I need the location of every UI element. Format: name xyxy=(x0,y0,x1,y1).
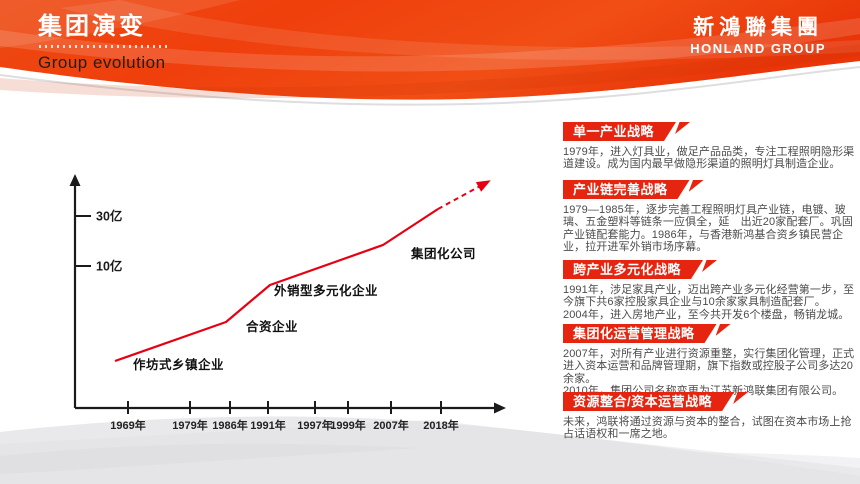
x-axis-arrow-icon xyxy=(494,402,506,414)
trend-line xyxy=(114,208,439,363)
banner-tip-shape xyxy=(688,180,704,192)
strategy-block: 产业链完善战略 1979—1985年，逐步完善工程照明灯具产业链，电镀、玻璃、五… xyxy=(563,180,855,253)
x-tick-label: 1991年 xyxy=(250,418,285,432)
x-tick-label: 1999年 xyxy=(330,418,365,432)
x-tick-label: 1979年 xyxy=(172,418,207,432)
banner-tip-shape xyxy=(715,324,731,336)
strategy-title: 产业链完善战略 xyxy=(563,180,690,199)
strategy-body: 1979年，进入灯具业，做足产品品类，专注工程照明隐形渠道建设。成为国内最早做隐… xyxy=(563,146,855,171)
y-tick-label: 10亿 xyxy=(96,259,122,274)
header-wave-graphic xyxy=(0,0,860,106)
strategy-title: 单一产业战略 xyxy=(563,122,676,141)
x-tick-label: 1969年 xyxy=(110,418,145,432)
stage-label: 合资企业 xyxy=(246,319,298,334)
strategy-body: 未来，鸿联将通过资源与资本的整合，试图在资本市场上抢占话语权和一席之地。 xyxy=(563,416,852,441)
banner-tip-shape xyxy=(733,392,749,404)
logo-english-text: HONLAND GROUP xyxy=(690,41,826,56)
stage-label: 外销型多元化企业 xyxy=(273,283,378,298)
page-title: 集团演变 xyxy=(38,13,146,40)
header-banner: 集团演变 Group evolution 新鴻聯集團 HONLAND GROUP xyxy=(0,0,860,106)
banner-tip-shape xyxy=(702,260,718,272)
y-tick-label: 30亿 xyxy=(96,209,122,224)
y-axis-arrow-icon xyxy=(69,174,81,186)
bottom-wave-decoration xyxy=(0,416,860,484)
banner-tip-shape xyxy=(675,122,691,134)
company-logo: 新鴻聯集團 HONLAND GROUP xyxy=(690,15,826,57)
strategy-body: 1979—1985年，逐步完善工程照明灯具产业链，电镀、玻璃、五金塑料等链条一应… xyxy=(563,204,853,253)
x-tick-label: 1997年 xyxy=(297,418,332,432)
strategy-title: 资源整合/资本运营战略 xyxy=(563,392,734,411)
strategy-banner: 产业链完善战略 xyxy=(563,180,704,199)
strategy-banner: 集团化运营管理战略 xyxy=(563,324,731,343)
strategy-title: 集团化运营管理战略 xyxy=(563,324,717,343)
x-tick-label: 2018年 xyxy=(423,418,458,432)
page-subtitle: Group evolution xyxy=(38,53,166,72)
logo-chinese-text: 新鴻聯集團 xyxy=(693,16,824,39)
x-tick-label: 1986年 xyxy=(212,418,247,432)
strategy-block: 跨产业多元化战略 1991年，涉足家具产业，迈出跨产业多元化经营第一步，至今旗下… xyxy=(563,260,855,321)
strategy-block: 资源整合/资本运营战略 未来，鸿联将通过资源与资本的整合，试图在资本市场上抢占话… xyxy=(563,392,855,441)
strategy-body: 1991年，涉足家具产业，迈出跨产业多元化经营第一步，至今旗下共6家控股家具企业… xyxy=(563,284,855,321)
strategy-block: 单一产业战略 1979年，进入灯具业，做足产品品类，专注工程照明隐形渠道建设。成… xyxy=(563,122,855,171)
trend-line-dashed xyxy=(437,184,483,210)
strategy-block: 集团化运营管理战略 2007年，对所有产业进行资源重整，实行集团化管理，正式进入… xyxy=(563,324,855,397)
trend-arrow-icon xyxy=(475,180,491,192)
strategy-banner: 单一产业战略 xyxy=(563,122,691,141)
title-underline xyxy=(39,45,167,48)
stage-label: 集团化公司 xyxy=(410,246,476,261)
strategy-banner: 跨产业多元化战略 xyxy=(563,260,718,279)
strategy-body: 2007年，对所有产业进行资源重整，实行集团化管理，正式进入资本运营和品牌管理期… xyxy=(563,348,855,397)
stage-label: 作坊式乡镇企业 xyxy=(133,357,224,372)
strategy-banner: 资源整合/资本运营战略 xyxy=(563,392,749,411)
strategy-title: 跨产业多元化战略 xyxy=(563,260,703,279)
x-tick-label: 2007年 xyxy=(373,418,408,432)
